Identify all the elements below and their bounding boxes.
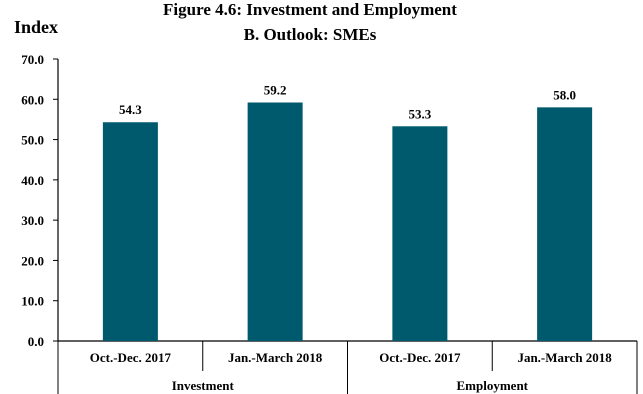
y-tick-label: 40.0	[21, 173, 44, 188]
bar-value-label: 54.3	[119, 102, 142, 117]
bar	[247, 102, 303, 341]
bar	[537, 107, 593, 341]
y-tick-label: 70.0	[21, 52, 44, 67]
group-labels: Investment Employment	[172, 378, 529, 393]
x-tick-labels: Oct.-Dec. 2017 Jan.-March 2018 Oct.-Dec. 2…	[90, 350, 613, 365]
group-label: Investment	[172, 378, 235, 393]
x-tick-label: Oct.-Dec. 2017	[379, 350, 461, 365]
chart-subtitle: B. Outlook: SMEs	[244, 25, 377, 44]
y-tick-labels: 0.0 10.0 20.0 30.0 40.0 50.0 60.0 70.0	[21, 52, 44, 349]
bars	[102, 102, 593, 342]
x-tick-label: Jan.-March 2018	[517, 350, 612, 365]
y-tick-label: 50.0	[21, 133, 44, 148]
x-tick-label: Oct.-Dec. 2017	[90, 350, 172, 365]
y-tick-label: 30.0	[21, 213, 44, 228]
bar	[392, 126, 448, 341]
y-tick-label: 60.0	[21, 92, 44, 107]
y-tick-label: 20.0	[21, 253, 44, 268]
bar-value-label: 59.2	[264, 83, 287, 98]
y-tick-label: 10.0	[21, 294, 44, 309]
bar-value-label: 53.3	[409, 106, 432, 121]
bar	[102, 122, 158, 342]
chart-title: Figure 4.6: Investment and Employment	[163, 0, 457, 19]
x-tick-label: Jan.-March 2018	[228, 350, 323, 365]
bar-value-label: 58.0	[553, 87, 576, 102]
group-label: Employment	[457, 378, 529, 393]
y-tick-label: 0.0	[28, 334, 44, 349]
y-axis-label: Index	[14, 17, 58, 37]
bar-value-labels: 54.3 59.2 53.3 58.0	[119, 83, 576, 122]
